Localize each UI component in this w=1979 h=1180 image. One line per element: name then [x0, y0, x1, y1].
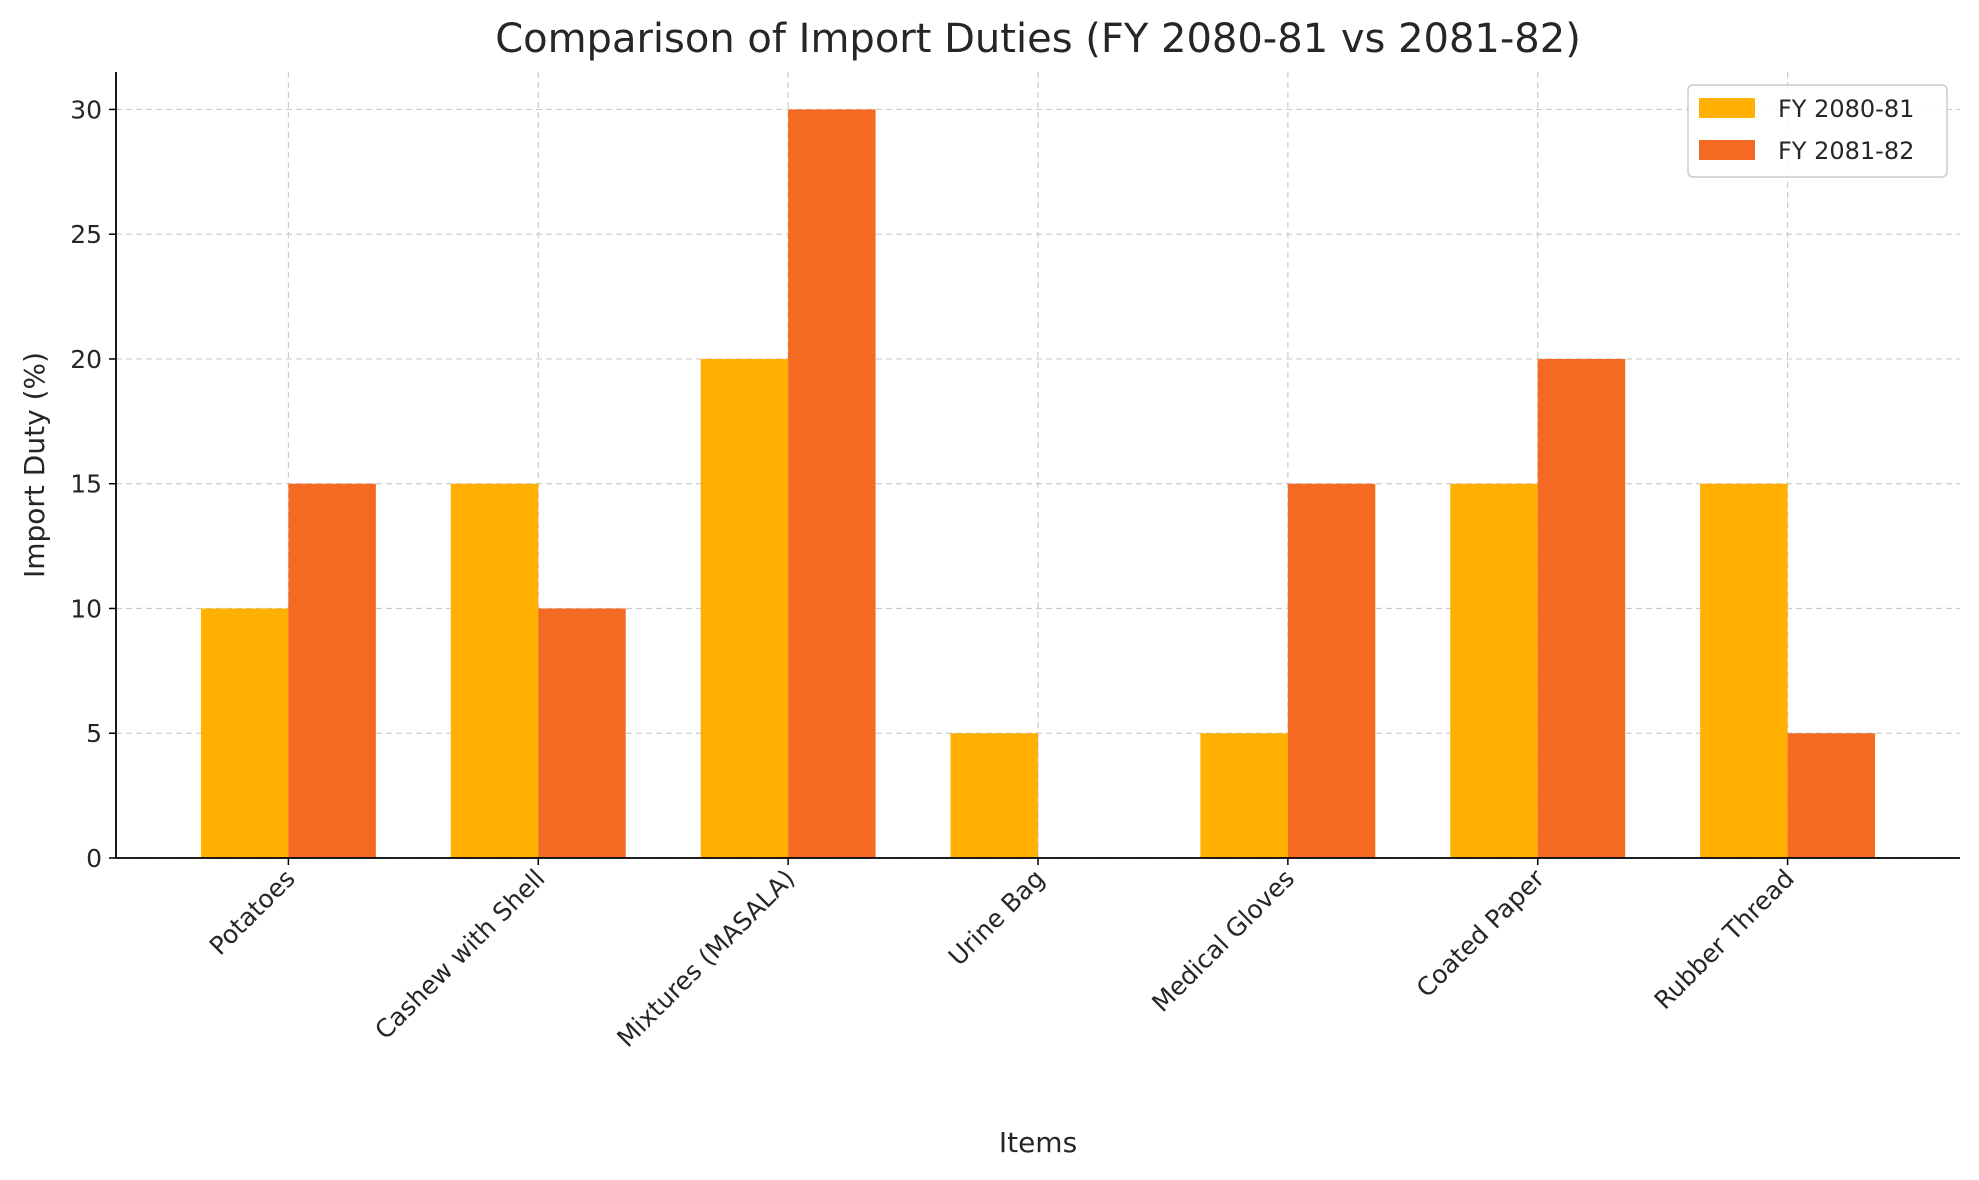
- x-tick-label: Potatoes: [204, 864, 301, 961]
- bar: [1787, 733, 1876, 858]
- chart-title: Comparison of Import Duties (FY 2080-81 …: [495, 16, 1581, 62]
- y-tick-label: 15: [70, 470, 102, 499]
- bar: [700, 358, 789, 858]
- legend-label: FY 2081-82: [1778, 137, 1914, 165]
- x-tick-label: Rubber Thread: [1649, 864, 1800, 1015]
- bar: [538, 608, 626, 858]
- y-tick-label: 0: [86, 844, 102, 873]
- bar: [788, 109, 876, 858]
- x-tick-label: Coated Paper: [1411, 863, 1551, 1003]
- y-axis-label: Import Duty (%): [18, 352, 51, 578]
- x-tick-label: Medical Gloves: [1146, 864, 1300, 1018]
- bar: [950, 733, 1038, 858]
- bar: [288, 483, 376, 858]
- bar: [1200, 733, 1288, 858]
- bars: [200, 109, 1876, 858]
- legend: FY 2080-81 FY 2081-82: [1687, 84, 1948, 178]
- x-tick-label: Urine Bag: [943, 864, 1051, 972]
- x-tick-label: Mixtures (MASALA): [611, 864, 800, 1053]
- bar: [1450, 483, 1538, 858]
- y-tick-label: 10: [70, 594, 102, 623]
- bar: [1700, 483, 1788, 858]
- x-tick-label: Cashew with Shell: [369, 864, 550, 1045]
- y-tick-label: 20: [70, 345, 102, 374]
- bar: [450, 483, 539, 858]
- y-tick-label: 30: [70, 95, 102, 124]
- legend-swatch: [1699, 140, 1755, 160]
- bar: [1537, 358, 1626, 858]
- legend-label: FY 2080-81: [1778, 95, 1914, 123]
- bar: [200, 608, 289, 858]
- x-axis-label: Items: [999, 1126, 1077, 1159]
- bar: [1287, 483, 1376, 858]
- y-tick-label: 5: [86, 719, 102, 748]
- y-tick-label: 25: [70, 220, 102, 249]
- legend-swatch: [1699, 98, 1755, 118]
